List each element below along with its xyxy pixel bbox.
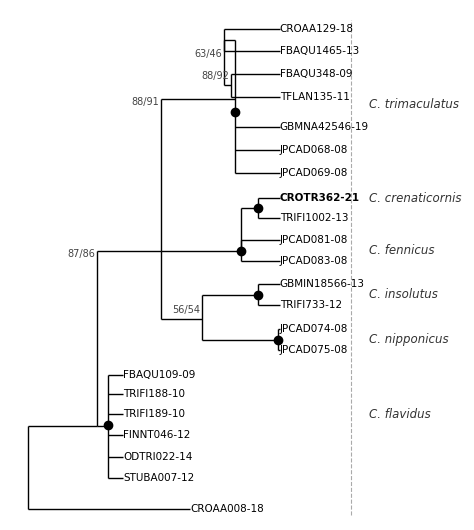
Text: FINNT046-12: FINNT046-12	[123, 430, 191, 440]
Text: C. crenaticornis: C. crenaticornis	[369, 191, 462, 205]
Text: JPCAD081-08: JPCAD081-08	[280, 235, 348, 245]
Text: STUBA007-12: STUBA007-12	[123, 473, 195, 483]
Text: JPCAD083-08: JPCAD083-08	[280, 256, 348, 266]
Text: TFLAN135-11: TFLAN135-11	[280, 92, 350, 102]
Text: FBAQU348-09: FBAQU348-09	[280, 69, 352, 79]
Text: FBAQU109-09: FBAQU109-09	[123, 369, 196, 379]
Text: TRIFI188-10: TRIFI188-10	[123, 390, 185, 400]
Text: 88/92: 88/92	[202, 71, 229, 81]
Text: GBMNA42546-19: GBMNA42546-19	[280, 122, 369, 132]
Text: C. nipponicus: C. nipponicus	[369, 333, 449, 346]
Text: 87/86: 87/86	[68, 249, 95, 259]
Text: ODTRI022-14: ODTRI022-14	[123, 452, 193, 462]
Text: C. insolutus: C. insolutus	[369, 288, 438, 301]
Text: 63/46: 63/46	[194, 49, 222, 59]
Text: JPCAD069-08: JPCAD069-08	[280, 167, 348, 178]
Text: FBAQU1465-13: FBAQU1465-13	[280, 47, 359, 56]
Text: C. flavidus: C. flavidus	[369, 409, 431, 421]
Text: CROAA129-18: CROAA129-18	[280, 24, 354, 34]
Text: JPCAD068-08: JPCAD068-08	[280, 145, 348, 155]
Text: TRIFI1002-13: TRIFI1002-13	[280, 213, 348, 223]
Text: 56/54: 56/54	[172, 305, 200, 315]
Text: GBMIN18566-13: GBMIN18566-13	[280, 279, 365, 289]
Text: JPCAD074-08: JPCAD074-08	[280, 324, 348, 334]
Text: C. trimaculatus: C. trimaculatus	[369, 98, 459, 111]
Text: CROAA008-18: CROAA008-18	[191, 505, 264, 515]
Text: TRIFI733-12: TRIFI733-12	[280, 300, 342, 310]
Text: C. fennicus: C. fennicus	[369, 244, 435, 257]
Text: CROTR362-21: CROTR362-21	[280, 193, 360, 203]
Text: 88/91: 88/91	[131, 97, 159, 107]
Text: JPCAD075-08: JPCAD075-08	[280, 345, 348, 355]
Text: TRIFI189-10: TRIFI189-10	[123, 409, 185, 419]
